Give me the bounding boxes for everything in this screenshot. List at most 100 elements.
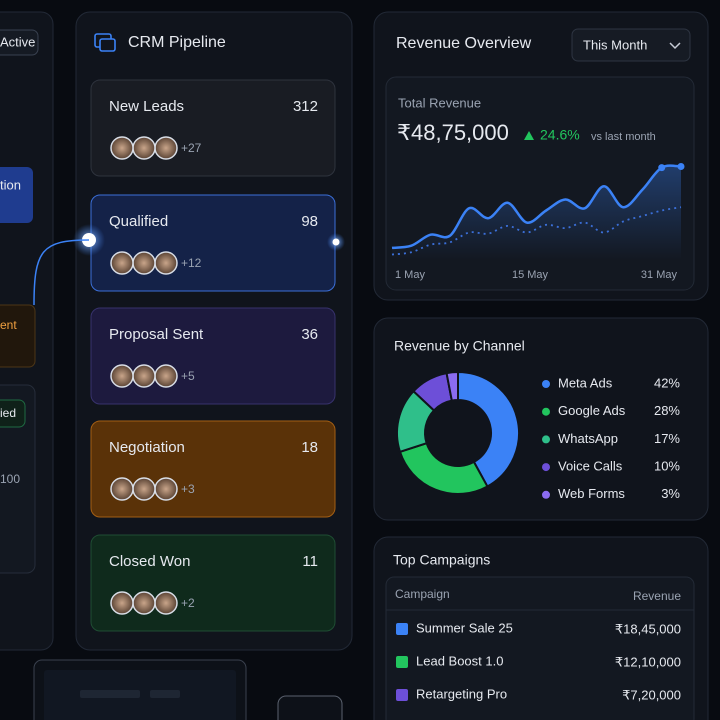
comparison-line (391, 206, 682, 256)
campaign-table (385, 576, 695, 720)
stage-name: New Leads (109, 98, 184, 115)
campaign-swatch (396, 656, 408, 668)
stage-card[interactable] (90, 79, 336, 177)
avatar (132, 136, 156, 160)
legend-dot (542, 435, 550, 444)
x-label: 1 May (395, 269, 425, 281)
campaign-swatch (396, 623, 408, 635)
avatar (154, 477, 178, 501)
avatar (110, 364, 134, 388)
stage-card[interactable] (90, 194, 336, 292)
phone (277, 695, 343, 720)
legend-name: Voice Calls (558, 459, 623, 474)
dropdown-text: This Month (583, 37, 647, 52)
point (658, 164, 666, 172)
connector (33, 239, 90, 306)
column-header: Revenue (633, 589, 681, 603)
x-label: 15 May (512, 269, 549, 281)
campaign-name: Summer Sale 25 (416, 620, 513, 635)
total-value: ₹48,75,000 (397, 120, 509, 145)
badge (0, 399, 26, 428)
stage-extra: +12 (181, 256, 202, 270)
up-arrow (524, 131, 534, 140)
donut-segment (445, 370, 459, 402)
campaign-swatch (396, 689, 408, 701)
revenue-title: Revenue Overview (396, 35, 532, 52)
left-box (0, 304, 36, 368)
change: 24.6% (540, 127, 580, 143)
stage-name: Closed Won (109, 553, 190, 570)
campaign-revenue: ₹18,45,000 (615, 621, 681, 636)
donut-segment (457, 370, 520, 488)
campaign-title: Top Campaigns (393, 552, 490, 568)
avatar (132, 591, 156, 615)
badge-text: Active (0, 34, 35, 49)
left-text: 100 (0, 472, 20, 486)
left-text: ied (0, 406, 16, 420)
avatar (154, 136, 178, 160)
avatar (132, 477, 156, 501)
stage-count: 18 (301, 439, 318, 456)
left-card (0, 384, 36, 574)
node (332, 238, 340, 246)
left-box (0, 167, 33, 223)
laptop-detail (80, 690, 140, 698)
stage-extra: +27 (181, 141, 202, 155)
avatar (154, 364, 178, 388)
laptop-detail (150, 690, 180, 698)
stage-card[interactable] (90, 420, 336, 518)
pipeline-icon (99, 38, 116, 52)
stage-extra: +2 (181, 596, 195, 610)
legend-value: 42% (654, 375, 680, 390)
channel-title: Revenue by Channel (394, 338, 525, 354)
point (677, 163, 685, 170)
badge[interactable] (0, 29, 39, 56)
legend-dot (542, 407, 550, 416)
stage-extra: +3 (181, 482, 195, 496)
stage-count: 36 (301, 326, 318, 343)
total-label: Total Revenue (398, 95, 481, 110)
legend-name: WhatsApp (558, 431, 618, 446)
column-header: Campaign (395, 587, 450, 601)
stage-count: 11 (302, 553, 318, 570)
avatar (132, 364, 156, 388)
pipeline-title: CRM Pipeline (128, 34, 226, 51)
x-label: 31 May (641, 269, 678, 281)
dropdown[interactable] (571, 28, 691, 62)
avatar (110, 591, 134, 615)
avatar (110, 251, 134, 275)
stage-name: Negotiation (109, 439, 185, 456)
avatar (154, 591, 178, 615)
legend-dot (542, 380, 550, 388)
stage-card[interactable] (90, 534, 336, 632)
revenue-line (391, 164, 682, 250)
avatar (132, 251, 156, 275)
legend-name: Google Ads (558, 403, 626, 418)
legend-name: Meta Ads (558, 375, 613, 390)
legend-dot (542, 490, 550, 499)
legend-value: 3% (661, 486, 680, 501)
stage-count: 312 (293, 98, 318, 115)
stage-extra: +5 (181, 369, 195, 383)
legend-value: 10% (654, 459, 680, 474)
left-text: ent (0, 318, 17, 332)
avatar (110, 477, 134, 501)
campaign-name: Lead Boost 1.0 (416, 653, 503, 668)
avatar (110, 136, 134, 160)
legend-name: Web Forms (558, 486, 625, 501)
change-note: vs last month (591, 131, 656, 143)
legend-dot (542, 463, 550, 472)
campaign-name: Retargeting Pro (416, 686, 507, 701)
area (392, 165, 681, 260)
legend-value: 28% (654, 403, 680, 418)
stage-card[interactable] (90, 307, 336, 405)
stage-count: 98 (301, 213, 318, 230)
dropdown-arrow (669, 42, 681, 50)
legend-value: 17% (654, 431, 680, 446)
stage-name: Proposal Sent (109, 326, 204, 343)
avatar (154, 251, 178, 275)
stage-name: Qualified (109, 213, 168, 230)
left-text: tion (0, 177, 21, 192)
